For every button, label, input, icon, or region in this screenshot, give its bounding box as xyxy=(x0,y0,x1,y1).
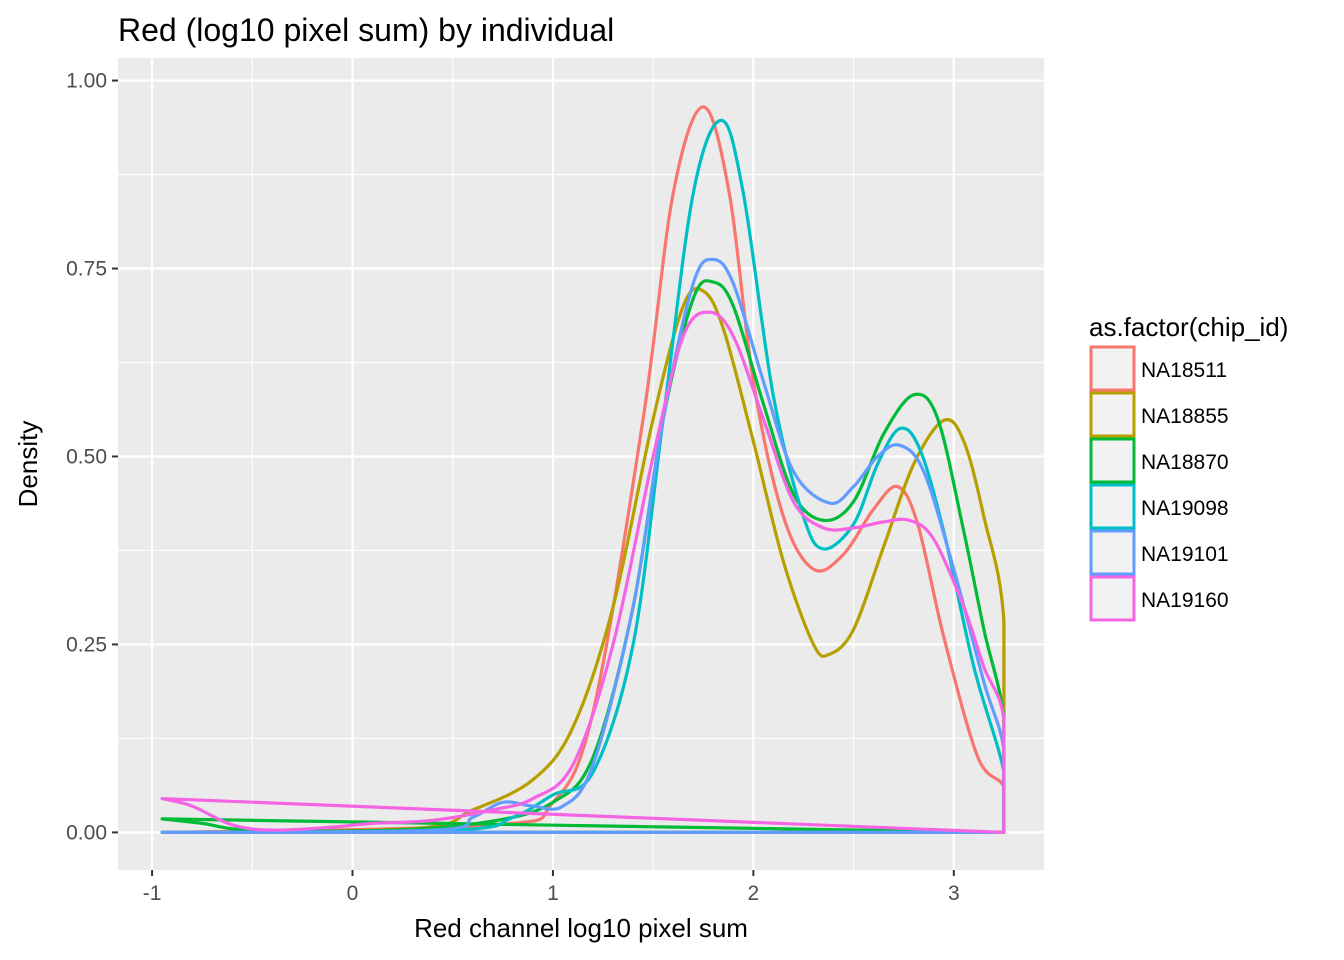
y-axis: 0.00 0.25 0.50 0.75 1.00 xyxy=(66,70,118,844)
legend-key-NA19098 xyxy=(1089,483,1136,530)
density-curve-NA19160 xyxy=(160,310,1006,835)
chart-title: Red (log10 pixel sum) by individual xyxy=(118,12,614,48)
legend-key-NA19101 xyxy=(1089,529,1136,576)
legend-label: NA19098 xyxy=(1141,497,1229,520)
x-tick-label: 2 xyxy=(748,882,760,905)
plot-panel xyxy=(118,58,1044,870)
legend-label: NA18511 xyxy=(1141,359,1227,382)
y-tick-label: 0.25 xyxy=(66,633,107,656)
legend-label: NA19101 xyxy=(1141,543,1229,566)
density-curve-NA18855 xyxy=(160,286,1006,835)
legend-key-NA18870 xyxy=(1089,437,1136,484)
minor-gridlines xyxy=(118,58,1044,870)
x-tick-label: 0 xyxy=(347,882,359,905)
y-axis-title: Density xyxy=(13,421,43,508)
y-tick-label: 0.50 xyxy=(66,445,107,468)
legend-label: NA18855 xyxy=(1141,405,1229,428)
density-curve-NA18870 xyxy=(160,279,1006,835)
legend: as.factor(chip_id) NA18511 NA18855 NA18870… xyxy=(1089,312,1288,622)
legend-item-NA19160: NA19160 xyxy=(1089,575,1229,622)
x-axis-title: Red channel log10 pixel sum xyxy=(414,913,748,943)
legend-key-NA18855 xyxy=(1089,391,1136,438)
x-axis: -1 0 1 2 3 xyxy=(143,870,960,905)
legend-item-NA18511: NA18511 xyxy=(1089,345,1227,392)
x-tick-label: 3 xyxy=(948,882,960,905)
legend-item-NA18870: NA18870 xyxy=(1089,437,1229,484)
density-curve-NA19098 xyxy=(160,118,1006,835)
legend-title: as.factor(chip_id) xyxy=(1089,312,1288,342)
y-tick-label: 0.00 xyxy=(66,821,107,844)
y-tick-label: 0.75 xyxy=(66,258,107,281)
legend-item-NA19101: NA19101 xyxy=(1089,529,1229,576)
legend-label: NA19160 xyxy=(1141,589,1229,612)
legend-items: NA18511 NA18855 NA18870 NA19098 NA19101 NA191… xyxy=(1089,345,1229,622)
legend-label: NA18870 xyxy=(1141,451,1229,474)
legend-key-NA18511 xyxy=(1089,345,1136,392)
density-curve-NA19101 xyxy=(160,257,1006,835)
density-curves xyxy=(160,105,1006,835)
legend-key-NA19160 xyxy=(1089,575,1136,622)
y-tick-label: 1.00 xyxy=(66,70,107,93)
x-tick-label: -1 xyxy=(143,882,162,905)
legend-item-NA18855: NA18855 xyxy=(1089,391,1229,438)
legend-item-NA19098: NA19098 xyxy=(1089,483,1229,530)
x-tick-label: 1 xyxy=(547,882,559,905)
